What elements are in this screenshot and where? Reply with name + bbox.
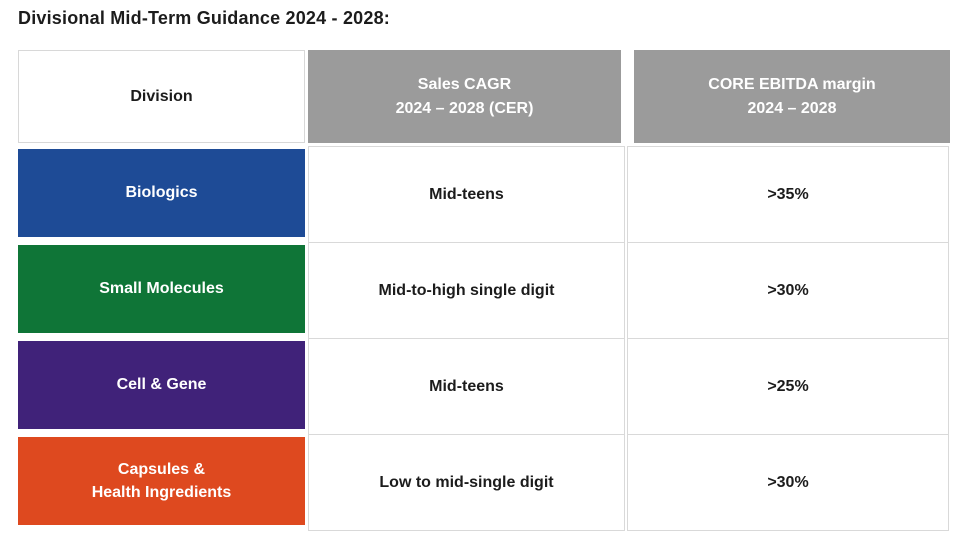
sales-cagr-cell: Mid-to-high single digit: [308, 242, 625, 339]
table-row-small-molecules: Small Molecules Mid-to-high single digit…: [18, 242, 950, 339]
division-cell: Cell & Gene: [18, 341, 305, 429]
header-cell-division: Division: [18, 50, 305, 143]
sales-cagr-cell: Mid-teens: [308, 338, 625, 435]
division-cell: Capsules & Health Ingredients: [18, 437, 305, 525]
header-cell-core-ebitda-margin: CORE EBITDA margin 2024 – 2028: [634, 50, 950, 143]
core-ebitda-margin-cell: >35%: [627, 146, 949, 243]
header-cell-sales-cagr: Sales CAGR 2024 – 2028 (CER): [308, 50, 621, 143]
sales-cagr-cell: Mid-teens: [308, 146, 625, 243]
sales-cagr-cell: Low to mid-single digit: [308, 434, 625, 531]
core-ebitda-margin-cell: >30%: [627, 434, 949, 531]
division-cell: Small Molecules: [18, 245, 305, 333]
table-header-row: Division Sales CAGR 2024 – 2028 (CER) CO…: [18, 50, 950, 143]
table-row-biologics: Biologics Mid-teens >35%: [18, 146, 950, 243]
page-title: Divisional Mid-Term Guidance 2024 - 2028…: [18, 8, 390, 28]
division-cell: Biologics: [18, 149, 305, 237]
core-ebitda-margin-cell: >30%: [627, 242, 949, 339]
table-row-capsules-health-ingredients: Capsules & Health Ingredients Low to mid…: [18, 434, 950, 531]
guidance-table: Division Sales CAGR 2024 – 2028 (CER) CO…: [18, 50, 950, 531]
core-ebitda-margin-cell: >25%: [627, 338, 949, 435]
table-row-cell-and-gene: Cell & Gene Mid-teens >25%: [18, 338, 950, 435]
